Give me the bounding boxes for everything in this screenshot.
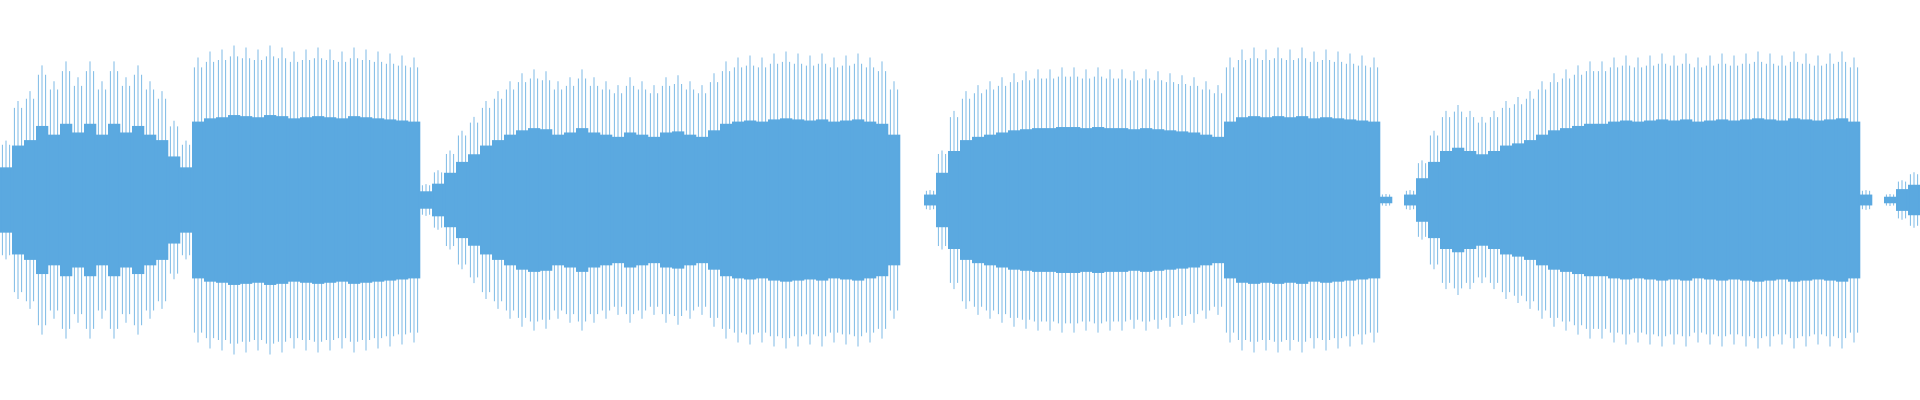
page: {"chart_data": {"type": "waveform", "col…: [0, 45, 1920, 355]
waveform: [0, 45, 1920, 355]
